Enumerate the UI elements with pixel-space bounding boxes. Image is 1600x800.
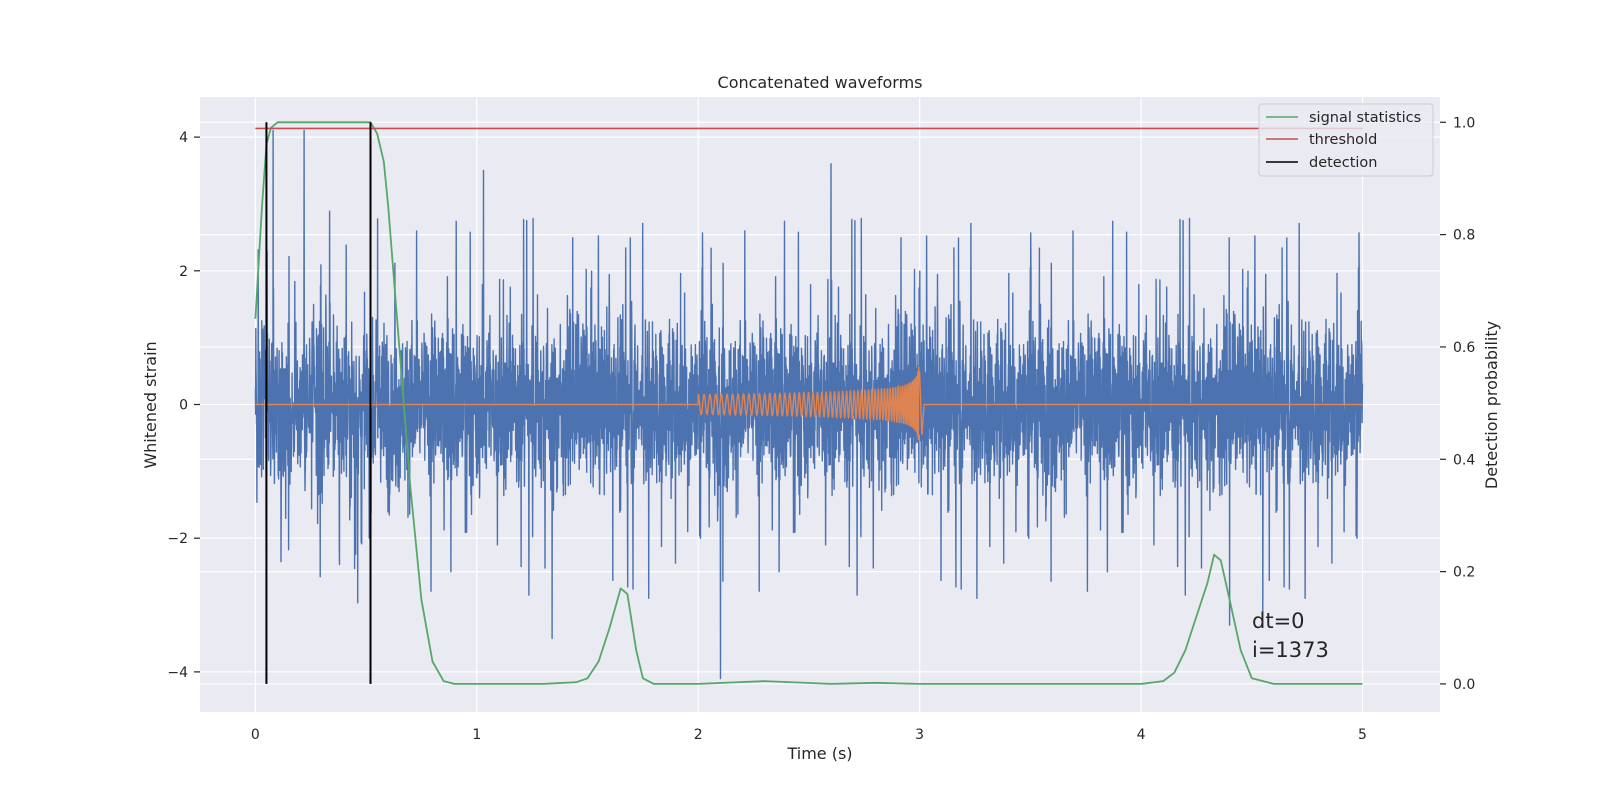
annotation-index: i=1373 — [1252, 638, 1329, 662]
right-tick-label: 1.0 — [1453, 115, 1475, 131]
x-tick-label: 2 — [694, 727, 703, 743]
noise-series — [254, 129, 1364, 680]
annotation-dt: dt=0 — [1252, 609, 1305, 633]
legend-frame — [1258, 103, 1434, 177]
right-tick-label: 0.4 — [1453, 452, 1475, 468]
chirp-series — [255, 366, 1363, 441]
left-tick-label: 4 — [179, 130, 188, 146]
legend-label-detection: detection — [1309, 155, 1377, 171]
detection-series — [265, 122, 372, 684]
left-tick-label: 2 — [179, 264, 188, 280]
signal-statistics-line — [254, 121, 1363, 685]
left-axis-ticks: −4 −2 0 2 4 — [167, 130, 200, 681]
left-tick-label: 0 — [179, 398, 188, 414]
x-axis-label: Time (s) — [786, 744, 852, 763]
right-axis-ticks: 0.0 0.2 0.4 0.6 0.8 1.0 — [1440, 115, 1475, 693]
noise-line — [254, 129, 1364, 680]
legend-label-threshold: threshold — [1309, 132, 1377, 148]
left-axis-label: Whitened strain — [141, 341, 160, 468]
right-tick-label: 0.0 — [1453, 677, 1475, 693]
legend: signal statistics threshold detection — [1258, 103, 1434, 177]
chart-title: Concatenated waveforms — [718, 73, 923, 92]
chirp-line — [255, 366, 1363, 441]
right-tick-label: 0.6 — [1453, 340, 1475, 356]
right-tick-label: 0.8 — [1453, 228, 1475, 244]
left-tick-label: −4 — [167, 665, 188, 681]
x-tick-label: 5 — [1358, 727, 1367, 743]
x-tick-label: 4 — [1137, 727, 1146, 743]
legend-label-signal-statistics: signal statistics — [1309, 110, 1421, 126]
right-axis-label: Detection probability — [1482, 321, 1501, 489]
x-tick-label: 3 — [915, 727, 924, 743]
x-tick-label: 0 — [251, 727, 260, 743]
right-tick-label: 0.2 — [1453, 565, 1475, 581]
x-tick-label: 1 — [472, 727, 481, 743]
signal-statistics-series — [254, 121, 1363, 685]
left-tick-label: −2 — [167, 531, 188, 547]
x-axis-ticks: 0 1 2 3 4 5 — [251, 727, 1367, 743]
